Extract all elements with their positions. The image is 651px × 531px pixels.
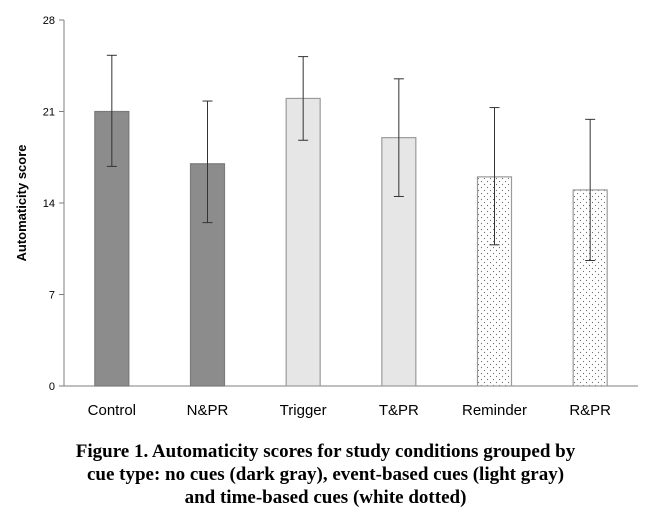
caption-line-1: Figure 1. Automaticity scores for study … — [75, 441, 576, 462]
x-tick-label: N&PR — [187, 402, 229, 419]
bar-tpr — [381, 137, 417, 387]
y-tick-label: 28 — [43, 15, 55, 27]
caption-line-3: and time-based cues (white dotted) — [184, 487, 467, 508]
x-tick-label: Trigger — [280, 402, 327, 419]
figure-caption: Figure 1. Automaticity scores for study … — [0, 440, 651, 509]
y-tick-label: 0 — [49, 381, 55, 393]
x-tick-label: R&PR — [569, 402, 611, 419]
caption-line-2: cue type: no cues (dark gray), event-bas… — [86, 464, 565, 485]
x-tick-label: T&PR — [379, 402, 419, 419]
y-tick-label: 14 — [43, 198, 55, 210]
y-tick-label: 21 — [43, 107, 55, 119]
y-axis-label: Automaticity score — [14, 144, 29, 261]
x-tick-label: Control — [88, 402, 136, 419]
x-tick-label: Reminder — [462, 402, 527, 419]
y-tick-label: 7 — [49, 290, 55, 302]
bar-chart: 0 7 14 21 28 Automaticity score Control N&PR Tri… — [14, 15, 638, 419]
bar-trigger — [285, 97, 321, 387]
